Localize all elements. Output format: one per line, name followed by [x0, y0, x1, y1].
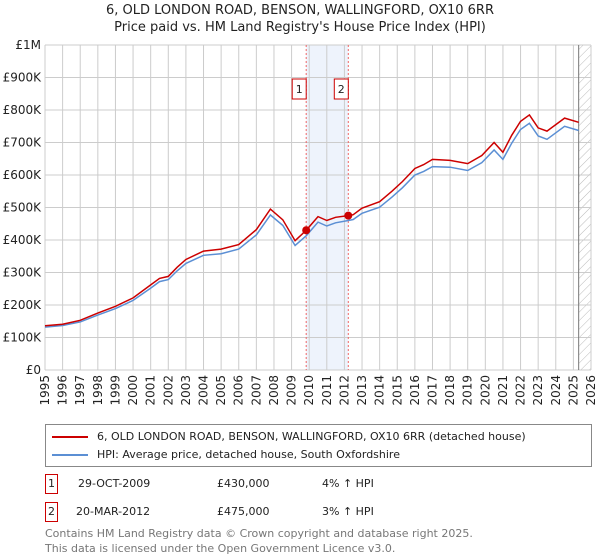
chart-subtitle: Price paid vs. HM Land Registry's House …	[114, 20, 486, 35]
blue-line-swatch	[52, 453, 88, 456]
legend-label: HPI: Average price, detached house, Sout…	[97, 448, 400, 461]
legend-label: 6, OLD LONDON ROAD, BENSON, WALLINGFORD,…	[97, 430, 526, 443]
x-tick-label: 2006	[232, 375, 246, 406]
x-tick-label: 2018	[443, 375, 457, 406]
price-chart: 1995 1996 1997 1998 1999 2000 2001 2002 2003 2004…	[3, 38, 598, 406]
transaction-price: £430,000	[217, 477, 270, 490]
x-tick-label: 2004	[197, 375, 211, 406]
x-tick-label: 2001	[144, 375, 158, 406]
marker-badge: 2	[45, 502, 58, 522]
sale-badge-label: 1	[296, 83, 303, 96]
y-tick-label: £300K	[3, 266, 43, 280]
x-tick-label: 2017	[425, 375, 439, 406]
y-tick-label: £400K	[3, 233, 43, 247]
red-line-swatch	[52, 435, 88, 438]
x-tick-label: 2009	[285, 375, 299, 406]
y-tick-label: £200K	[3, 298, 43, 312]
y-tick-label: £100K	[3, 331, 43, 345]
transaction-date: 29-OCT-2009	[78, 477, 151, 490]
y-tick-label: £900K	[3, 71, 43, 85]
sale-badge-box	[291, 78, 307, 100]
x-tick-label: 2005	[214, 375, 228, 406]
sale-badge-label: 2	[338, 83, 345, 96]
legend-item-hpi: HPI: Average price, detached house, Sout…	[52, 448, 400, 461]
chart-title: 6, OLD LONDON ROAD, BENSON, WALLINGFORD,…	[105, 3, 494, 18]
x-tick-label: 2023	[531, 375, 545, 406]
x-tick-label: 2021	[496, 375, 510, 406]
x-tick-label: 1997	[73, 375, 87, 406]
sale-badge-box	[333, 78, 349, 100]
x-tick-label: 2003	[179, 375, 193, 406]
x-tick-label: 2019	[461, 375, 475, 406]
x-tick-label: 2026	[584, 375, 598, 406]
x-tick-label: 2024	[549, 375, 563, 406]
y-tick-label: £800K	[3, 103, 43, 117]
marker-badge: 1	[45, 474, 58, 494]
footer-licence: This data is licensed under the Open Gov…	[45, 542, 396, 555]
legend-item-property: 6, OLD LONDON ROAD, BENSON, WALLINGFORD,…	[52, 430, 526, 443]
transaction-date: 20-MAR-2012	[76, 505, 151, 518]
footer-copyright: Contains HM Land Registry data © Crown c…	[45, 527, 473, 540]
x-tick-label: 2000	[126, 375, 140, 406]
y-tick-label: £0	[26, 363, 41, 377]
x-tick-label: 2015	[390, 375, 404, 406]
hpi-line	[44, 122, 579, 328]
x-tick-label: 1996	[56, 375, 70, 406]
y-tick-label: £700K	[3, 136, 43, 150]
sale-point	[344, 211, 353, 220]
x-tick-label: 2016	[408, 375, 422, 406]
x-tick-label: 2007	[249, 375, 263, 406]
x-tick-label: 2013	[355, 375, 369, 406]
x-tick-label: 2022	[514, 375, 528, 406]
x-tick-label: 2008	[267, 375, 281, 406]
transaction-hpi: 4% ↑ HPI	[322, 477, 374, 490]
x-tick-label: 2010	[302, 375, 316, 406]
x-tick-label: 2014	[373, 375, 387, 406]
x-tick-label: 2012	[337, 375, 351, 406]
x-tick-label: 2002	[161, 375, 175, 406]
x-tick-label: 2020	[478, 375, 492, 406]
sale-point	[302, 226, 311, 235]
transaction-hpi: 3% ↑ HPI	[322, 505, 374, 518]
y-tick-label: £600K	[3, 168, 43, 182]
x-tick-label: 2025	[566, 375, 580, 406]
x-tick-label: 2011	[320, 375, 334, 406]
y-tick-label: £1M	[15, 38, 41, 52]
legend: 6, OLD LONDON ROAD, BENSON, WALLINGFORD,…	[45, 424, 592, 467]
property-price-line	[44, 113, 579, 327]
x-tick-label: 1995	[38, 375, 52, 406]
y-tick-label: £500K	[3, 201, 43, 215]
transaction-price: £475,000	[217, 505, 270, 518]
x-tick-label: 1998	[91, 375, 105, 406]
x-tick-label: 1999	[108, 375, 122, 406]
